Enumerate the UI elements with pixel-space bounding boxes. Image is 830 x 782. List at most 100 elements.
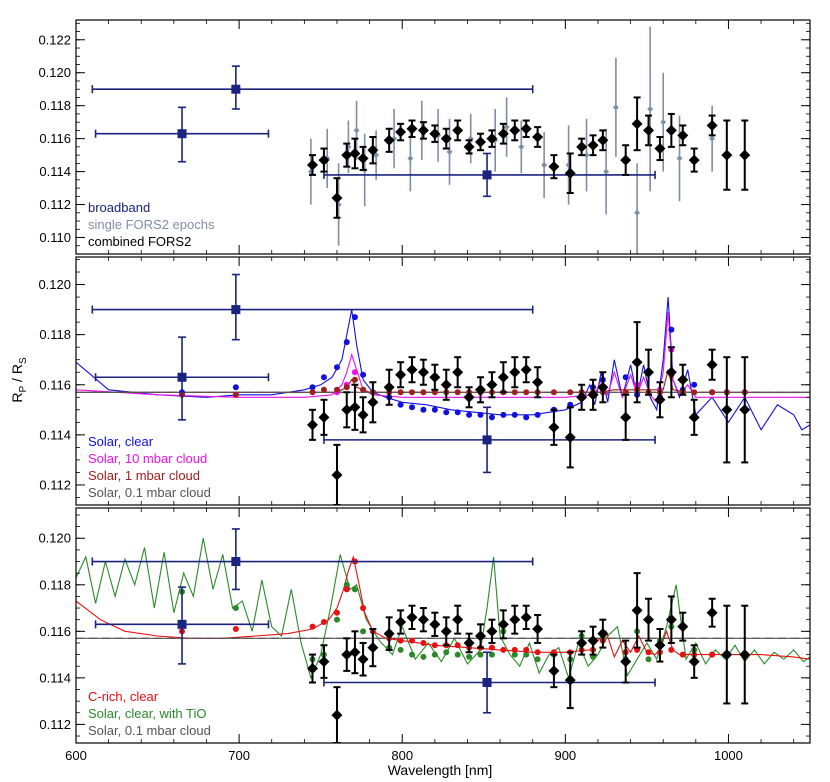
panel-frame xyxy=(75,507,811,744)
model-binned-point xyxy=(420,406,427,413)
combined-fors2-point xyxy=(318,154,330,166)
combined-fors2-point xyxy=(429,618,441,630)
y-tick-label: 0.120 xyxy=(38,65,71,80)
model-binned-point xyxy=(333,609,340,616)
combined-fors2-point xyxy=(520,611,532,623)
model-binned-point xyxy=(397,637,404,644)
combined-fors2-point xyxy=(307,419,319,431)
model-binned-point xyxy=(454,651,461,658)
combined-fors2-point xyxy=(497,618,509,630)
panel-1: 0.110 0.112 0.114 0.116 0.118 0.120 0.122 broad… xyxy=(38,19,811,255)
combined-fors2-point xyxy=(721,404,733,416)
y-tick-label: 0.112 xyxy=(39,477,71,492)
combined-fors2-point xyxy=(576,637,588,649)
model-binned-point xyxy=(360,371,367,378)
y-tick-label: 0.112 xyxy=(39,717,71,732)
model-binned-point xyxy=(645,656,652,663)
combined-fors2-point xyxy=(677,621,689,633)
model-line xyxy=(76,538,810,680)
combined-fors2-point xyxy=(406,364,418,376)
y-tick-label: 0.118 xyxy=(39,327,71,342)
combined-fors2-point xyxy=(631,118,643,130)
combined-fors2-point xyxy=(475,136,487,148)
legend-entry: C-rich, clear xyxy=(88,689,159,704)
broadband-point xyxy=(231,305,241,315)
y-tick-label: 0.114 xyxy=(39,427,71,442)
model-binned-point xyxy=(443,649,450,656)
combined-fors2-point xyxy=(587,635,599,647)
legend-entry: broadband xyxy=(88,200,150,215)
combined-fors2-point xyxy=(357,152,369,164)
combined-fors2-point xyxy=(417,614,429,626)
model-binned-point xyxy=(466,411,473,418)
model-binned-point xyxy=(443,409,450,416)
single-fors2-point xyxy=(583,152,590,159)
model-binned-point xyxy=(409,637,416,644)
combined-fors2-point xyxy=(406,123,418,135)
legend-entry: combined FORS2 xyxy=(88,234,191,249)
y-tick-label: 0.116 xyxy=(39,624,71,639)
model-binned-point xyxy=(477,651,484,658)
y-tick-label: 0.110 xyxy=(39,230,71,245)
combined-fors2-point xyxy=(395,369,407,381)
combined-fors2-point xyxy=(739,404,751,416)
combined-fors2-point xyxy=(429,128,441,140)
y-axis-label-sub-s: S xyxy=(18,357,29,364)
y-axis-label-r: R xyxy=(9,393,25,403)
model-binned-point xyxy=(511,651,518,658)
model-line xyxy=(76,312,810,404)
model-binned-point xyxy=(668,326,675,333)
combined-fors2-point xyxy=(497,371,509,383)
combined-fors2-point xyxy=(367,642,379,654)
combined-fors2-point xyxy=(548,665,560,677)
model-binned-point xyxy=(500,411,507,418)
combined-fors2-point xyxy=(520,364,532,376)
combined-fors2-point xyxy=(331,709,343,721)
model-binned-point xyxy=(679,651,686,658)
combined-fors2-point xyxy=(429,371,441,383)
model-binned-point xyxy=(454,409,461,416)
model-binned-point xyxy=(343,339,350,346)
combined-fors2-point xyxy=(576,141,588,153)
model-binned-point xyxy=(409,651,416,658)
combined-fors2-point xyxy=(654,143,666,155)
combined-fors2-point xyxy=(532,131,544,143)
combined-fors2-point xyxy=(564,431,576,443)
model-binned-point xyxy=(431,651,438,658)
model-binned-point xyxy=(511,389,518,396)
combined-fors2-point xyxy=(706,359,718,371)
model-binned-point xyxy=(333,364,340,371)
y-tick-label: 0.118 xyxy=(39,577,71,592)
y-tick-label: 0.118 xyxy=(39,98,71,113)
y-axis-label-slash: / R xyxy=(9,364,25,386)
combined-fors2-point xyxy=(452,366,464,378)
single-fors2-point xyxy=(503,124,510,131)
model-binned-point xyxy=(691,381,698,388)
combined-fors2-point xyxy=(357,653,369,665)
combined-fors2-point xyxy=(452,124,464,136)
combined-fors2-point xyxy=(564,674,576,686)
model-binned-point xyxy=(351,369,358,376)
combined-fors2-point xyxy=(395,126,407,138)
model-binned-point xyxy=(534,411,541,418)
model-binned-point xyxy=(232,605,239,612)
model-binned-point xyxy=(232,391,239,398)
model-binned-point xyxy=(567,401,574,408)
model-binned-point xyxy=(333,386,340,393)
combined-fors2-point xyxy=(349,147,361,159)
combined-fors2-point xyxy=(318,656,330,668)
combined-fors2-point xyxy=(497,128,509,140)
combined-fors2-point xyxy=(417,124,429,136)
y-tick-label: 0.116 xyxy=(39,131,71,146)
model-binned-point xyxy=(550,389,557,396)
combined-fors2-point xyxy=(576,391,588,403)
model-binned-point xyxy=(351,586,358,593)
combined-fors2-point xyxy=(307,159,319,171)
single-fors2-point xyxy=(541,162,548,169)
single-fors2-point xyxy=(612,104,619,111)
combined-fors2-point xyxy=(349,646,361,658)
legend-entry: Solar, 0.1 mbar cloud xyxy=(88,485,211,500)
model-binned-point xyxy=(360,386,367,393)
combined-fors2-point xyxy=(597,628,609,640)
